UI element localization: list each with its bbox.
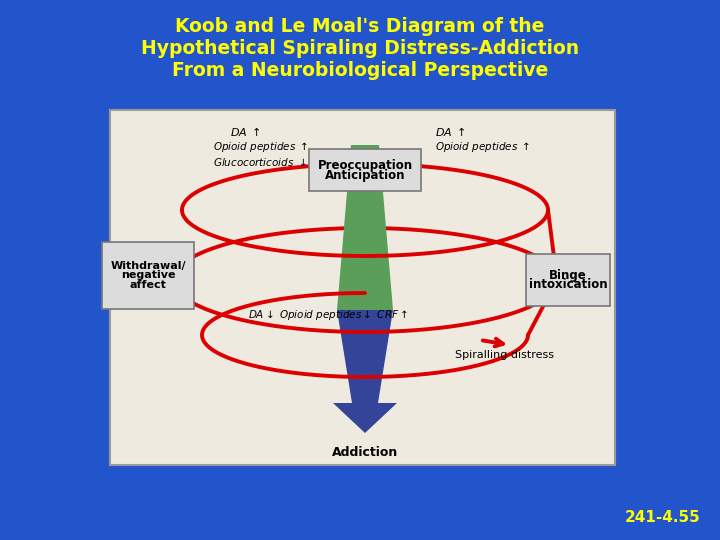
Text: Addiction: Addiction [332,447,398,460]
Polygon shape [337,310,393,403]
Text: Anticipation: Anticipation [325,168,405,181]
Text: intoxication: intoxication [528,279,607,292]
FancyBboxPatch shape [526,254,610,306]
Text: Koob and Le Moal's Diagram of the: Koob and Le Moal's Diagram of the [175,17,545,37]
Text: negative: negative [121,270,175,280]
Text: $DA$ $\uparrow$: $DA$ $\uparrow$ [435,125,466,138]
Polygon shape [337,145,393,310]
Text: $Glucocorticoids$ $\downarrow$: $Glucocorticoids$ $\downarrow$ [213,157,307,167]
Text: Hypothetical Spiraling Distress-Addiction: Hypothetical Spiraling Distress-Addictio… [141,39,579,58]
FancyBboxPatch shape [102,241,194,308]
Text: From a Neurobiological Perspective: From a Neurobiological Perspective [172,62,548,80]
Text: Spiralling distress: Spiralling distress [455,350,554,360]
Text: affect: affect [130,280,166,289]
Text: $Opioid$ $peptides$ $\uparrow$: $Opioid$ $peptides$ $\uparrow$ [435,140,531,154]
FancyBboxPatch shape [309,149,421,191]
Text: $Opioid$ $peptides$ $\uparrow$: $Opioid$ $peptides$ $\uparrow$ [213,140,308,154]
Text: Preoccupation: Preoccupation [318,159,413,172]
Polygon shape [333,403,397,433]
Text: $DA$ $\uparrow$: $DA$ $\uparrow$ [230,125,261,138]
Text: Withdrawal/: Withdrawal/ [110,260,186,271]
Bar [110,110,615,465]
Text: Binge: Binge [549,268,587,281]
Text: 241-4.55: 241-4.55 [624,510,700,525]
Text: $DA\downarrow$ $Opioid$ $peptides\downarrow$ $CRF\uparrow$: $DA\downarrow$ $Opioid$ $peptides\downar… [248,308,408,322]
